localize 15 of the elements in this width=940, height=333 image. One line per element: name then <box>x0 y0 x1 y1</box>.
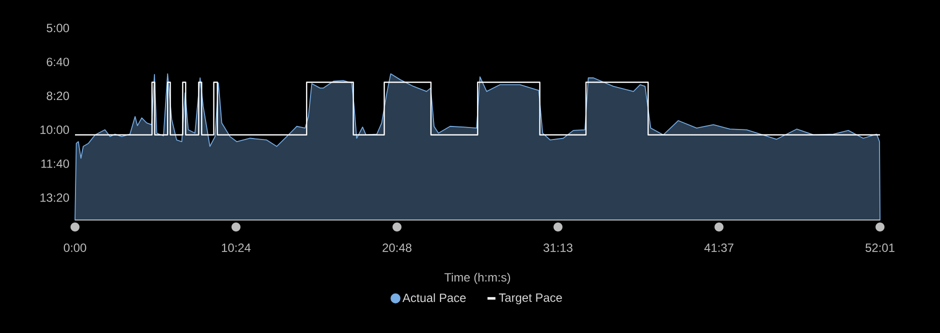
x-tick-label: 10:24 <box>222 244 251 252</box>
x-axis-title: Time (h:m:s) <box>444 272 510 284</box>
y-tick-label: 6:40 <box>46 58 70 66</box>
y-tick-label: 5:00 <box>46 24 70 32</box>
legend-label: Target Pace <box>498 294 562 304</box>
legend-label: Actual Pace <box>402 293 466 302</box>
y-tick-label: 8:20 <box>46 92 70 100</box>
x-tick-label: 52:01 <box>866 244 894 252</box>
x-tick-label: 31:13 <box>544 244 572 252</box>
x-tick-label: 20:48 <box>382 244 412 252</box>
x-tick-label: 0:00 <box>64 244 86 252</box>
y-tick-label: 10:00 <box>40 126 70 134</box>
y-tick-label: 11:40 <box>41 159 70 168</box>
y-tick-label: 13:20 <box>40 193 70 202</box>
x-tick-label: 41:37 <box>704 244 734 252</box>
